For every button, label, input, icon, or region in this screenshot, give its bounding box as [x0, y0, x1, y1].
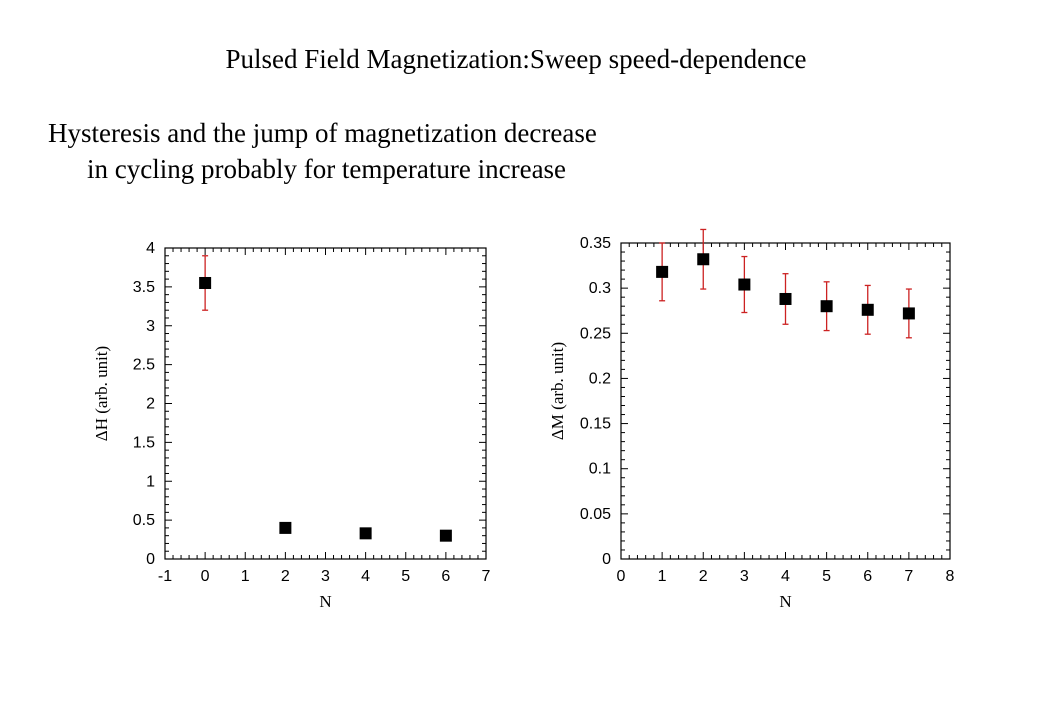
x-axis-title: N [779, 592, 791, 611]
data-point [779, 292, 792, 305]
x-tick-label: 7 [482, 568, 491, 585]
x-tick-label: 7 [904, 568, 913, 585]
y-tick-label: 0.15 [580, 416, 611, 433]
x-tick-label: 6 [441, 568, 450, 585]
x-axis-title: N [319, 592, 331, 611]
x-tick-label: 8 [946, 568, 955, 585]
data-point [861, 303, 874, 316]
x-tick-label: 2 [281, 568, 290, 585]
y-tick-label: 0.05 [580, 506, 611, 523]
x-tick-label: 1 [658, 568, 667, 585]
y-tick-label: 0.3 [589, 280, 611, 297]
y-tick-label: 2.5 [133, 357, 155, 374]
y-tick-label: 0.1 [589, 461, 611, 478]
data-point [199, 276, 212, 289]
x-tick-label: 5 [401, 568, 410, 585]
data-point [439, 529, 452, 542]
y-tick-label: 2 [146, 396, 155, 413]
y-tick-label: 0.25 [580, 325, 611, 342]
slide-title: Pulsed Field Magnetization:Sweep speed-d… [225, 44, 807, 74]
x-tick-label: 6 [863, 568, 872, 585]
x-tick-label: 1 [241, 568, 250, 585]
x-tick-label: 4 [781, 568, 790, 585]
y-tick-label: 0 [602, 551, 611, 568]
data-point [738, 278, 751, 291]
y-tick-label: 3 [146, 318, 155, 335]
data-point [279, 521, 292, 534]
x-tick-label: 0 [201, 568, 210, 585]
magnetization-jump-chart: 0 0.05 0.1 0.15 0.2 0.25 0.3 0.35 0 1 2 3 4 5 6 7 8 N ΔM (… [548, 228, 955, 611]
data-point [820, 300, 833, 313]
slide-text-line-2: in cycling probably for temperature incr… [87, 154, 567, 184]
x-tick-label: 3 [740, 568, 749, 585]
x-tick-label: 5 [822, 568, 831, 585]
y-tick-label: 0 [146, 551, 155, 568]
x-tick-label: 3 [321, 568, 330, 585]
plot-frame [164, 247, 487, 560]
y-tick-label: 0.5 [133, 512, 155, 529]
x-tick-label: -1 [158, 568, 172, 585]
data-point [902, 307, 915, 320]
x-tick-label: 0 [617, 568, 626, 585]
x-tick-label: 2 [699, 568, 708, 585]
y-tick-label: 1.5 [133, 434, 155, 451]
data-point [656, 265, 669, 278]
y-axis-title: ΔH (arb. unit) [92, 346, 111, 441]
y-tick-label: 4 [146, 240, 155, 257]
y-tick-label: 1 [146, 473, 155, 490]
data-point [697, 253, 710, 266]
y-tick-label: 3.5 [133, 279, 155, 296]
x-tick-label: 4 [361, 568, 370, 585]
slide-text-line-1: Hysteresis and the jump of magnetization… [48, 118, 597, 148]
y-tick-label: 0.2 [589, 370, 611, 387]
data-point [359, 527, 372, 540]
y-axis-title: ΔM (arb. unit) [548, 342, 567, 440]
y-tick-label: 0.35 [580, 235, 611, 252]
